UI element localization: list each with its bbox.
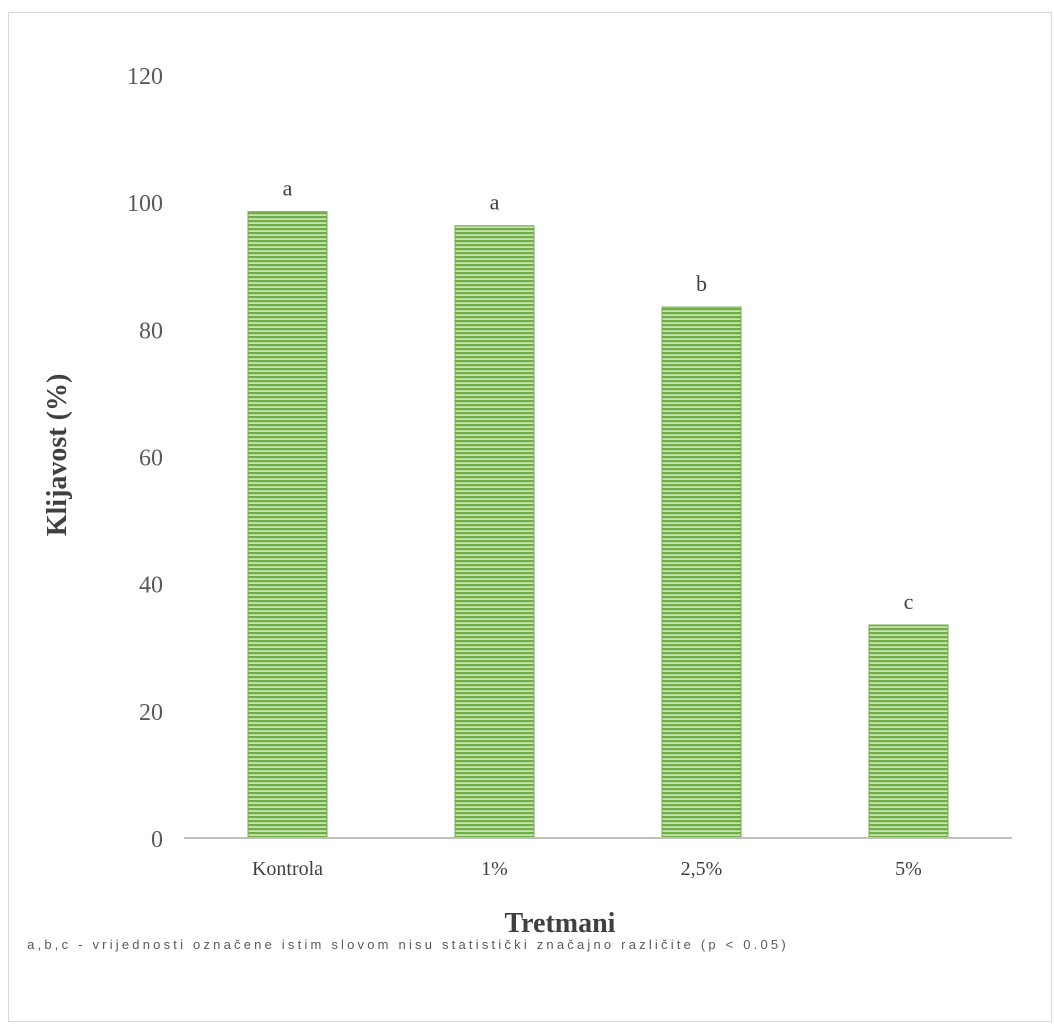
footnote: a,b,c - vrijednosti označene istim slovo… [27, 937, 789, 952]
x-axis-title: Tretmani [505, 908, 616, 939]
bar [454, 225, 535, 839]
data-label: a [490, 190, 500, 215]
data-label: a [283, 176, 293, 201]
bar [661, 306, 742, 839]
y-tick-label: 120 [127, 64, 163, 90]
data-label: c [904, 589, 914, 614]
y-tick-label: 100 [127, 191, 163, 217]
bar [247, 211, 328, 839]
y-axis-ticks: 0 20 40 60 80 100 120 [127, 64, 163, 853]
y-tick-label: 80 [139, 318, 163, 344]
y-axis-title: Klijavost (%) [42, 374, 73, 537]
y-tick-label: 0 [151, 827, 163, 853]
chart-frame [8, 12, 1052, 1022]
x-tick-label: 2,5% [681, 858, 723, 880]
x-axis-ticks: Kontrola 1% 2,5% 5% [252, 858, 922, 880]
x-tick-label: Kontrola [252, 858, 323, 880]
y-tick-label: 20 [139, 700, 163, 726]
data-label: b [696, 271, 707, 296]
data-labels-group: a a b c [283, 176, 914, 614]
bars-group [247, 211, 949, 839]
x-tick-label: 1% [481, 858, 508, 880]
x-tick-label: 5% [895, 858, 922, 880]
y-tick-label: 40 [139, 573, 163, 599]
y-tick-label: 60 [139, 446, 163, 472]
bar [868, 624, 949, 839]
